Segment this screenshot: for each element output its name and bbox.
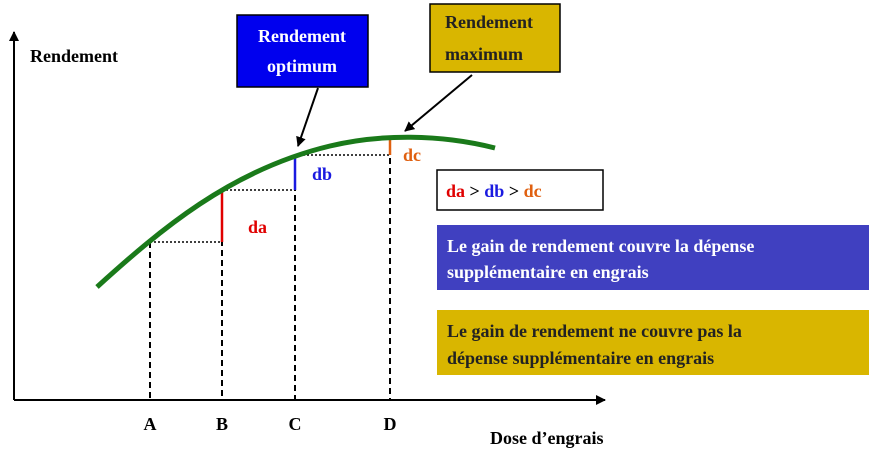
legend-box-covers <box>437 225 869 290</box>
yield-curve <box>95 134 496 289</box>
callout-maximum <box>429 3 561 73</box>
legend-text: Le gain de rendement couvre la dépense <box>447 236 754 256</box>
callout-optimum <box>236 14 369 88</box>
callout-arrow <box>404 74 473 132</box>
relation-box <box>436 169 604 211</box>
relation-part: dc <box>524 181 542 201</box>
relation-part: > <box>470 181 480 201</box>
x-point: D <box>384 414 397 434</box>
callout-arrow <box>296 87 319 147</box>
y-axis-label: Rendement <box>30 46 118 66</box>
increment-label: da <box>248 217 267 237</box>
x-point: A <box>144 414 157 434</box>
callout-text: Rendement <box>258 26 346 46</box>
yield-guides <box>150 154 390 243</box>
legend-text: supplémentaire en engrais <box>447 262 649 282</box>
relation-part: db <box>484 181 504 201</box>
relation-part: > <box>509 181 519 201</box>
x-point: C <box>289 414 302 434</box>
increment-label: db <box>312 164 332 184</box>
dose-guides <box>149 138 391 400</box>
x-axis-label: Dose d’engrais <box>490 428 604 448</box>
callout-text: maximum <box>445 44 523 64</box>
legend-text: Le gain de rendement ne couvre pas la <box>447 321 742 341</box>
callout-text: Rendement <box>445 12 533 32</box>
legend-text: dépense supplémentaire en engrais <box>447 348 714 368</box>
increment-label: dc <box>403 145 421 165</box>
callout-text: optimum <box>267 56 337 76</box>
relation: da > db > dc <box>446 181 542 201</box>
x-point: B <box>216 414 228 434</box>
legend-box-not-covers <box>437 310 869 375</box>
relation-part: da <box>446 181 465 201</box>
